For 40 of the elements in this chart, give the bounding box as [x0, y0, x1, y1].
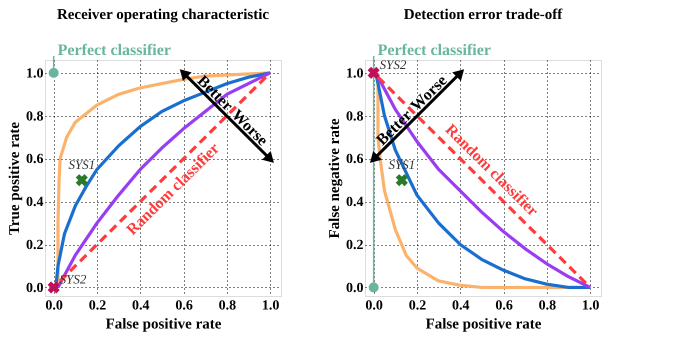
- point: [368, 282, 379, 292]
- point: [48, 68, 59, 78]
- x-tick-label: 0.2: [88, 298, 106, 314]
- x-tick-label: 1.0: [262, 298, 280, 314]
- x-axis-title: False positive rate: [426, 316, 542, 332]
- x-tick-label: 0.8: [538, 298, 556, 314]
- y-tick-label: 1.0: [346, 66, 364, 82]
- y-tick-label: 1.0: [26, 66, 44, 82]
- series-label: SYS1: [68, 157, 96, 172]
- x-tick-label: 0.4: [132, 298, 150, 314]
- x-tick-label: 0.0: [365, 298, 383, 314]
- x-tick-label: 0.6: [495, 298, 513, 314]
- y-axis-title: True positive rate: [7, 122, 23, 236]
- series-label: SYS2: [380, 56, 407, 72]
- x-tick-label: 0.6: [175, 298, 193, 314]
- chart-title: Receiver operating characteristic: [56, 7, 270, 23]
- x-tick-label: 0.2: [408, 298, 426, 314]
- text: Perfect classifier: [378, 42, 491, 59]
- x-tick-label: 0.8: [218, 298, 236, 314]
- point: [396, 174, 408, 186]
- point: [76, 174, 88, 186]
- y-axis-title: False negative rate: [327, 118, 343, 238]
- y-tick-label: 0.8: [26, 109, 44, 124]
- x-tick-label: 0.4: [452, 298, 470, 314]
- point: [368, 66, 380, 79]
- x-tick-label: 0.0: [45, 298, 63, 314]
- y-tick-label: 0.6: [26, 152, 44, 168]
- chart-title: Detection error trade-off: [404, 7, 564, 23]
- y-tick-label: 0.4: [26, 195, 44, 210]
- y-tick-label: 0.8: [346, 109, 364, 124]
- y-tick-label: 0.0: [346, 280, 364, 296]
- point: [48, 281, 60, 294]
- y-tick-label: 0.4: [346, 195, 364, 210]
- y-tick-label: 0.2: [346, 238, 364, 254]
- x-tick-label: 1.0: [582, 298, 600, 314]
- y-tick-label: 0.2: [26, 238, 44, 254]
- y-tick-label: 0.6: [346, 152, 364, 168]
- x-axis-title: False positive rate: [106, 316, 222, 332]
- series-label: Perfect classifier: [58, 42, 171, 59]
- y-tick-label: 0.0: [26, 280, 44, 296]
